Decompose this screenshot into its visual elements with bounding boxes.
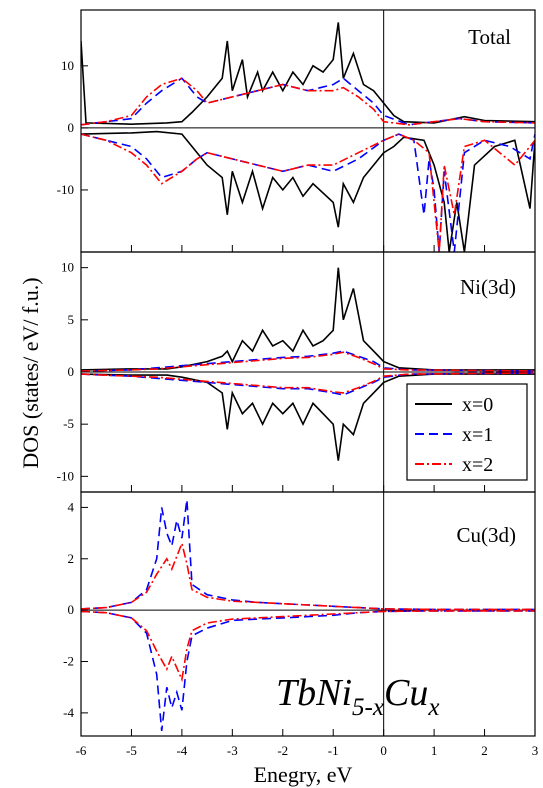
x-tick-label: 3 [532, 743, 539, 758]
formula-mid: Cu [384, 672, 428, 714]
panel-total: 10 0 -10 Total [57, 9, 536, 253]
x-tick-label: -4 [176, 743, 187, 758]
formula-sub1: 5-x [352, 694, 384, 721]
series-x1-down-total [81, 133, 535, 252]
formula-base: TbNi [276, 672, 352, 714]
series-x1-down-ni-3d [81, 372, 535, 396]
formula-sub2: x [427, 694, 439, 721]
y-tick-label: 10 [61, 260, 74, 275]
x-axis-title: Enegry, eV [254, 762, 353, 787]
series-x1-up-ni-3d [81, 350, 535, 372]
legend: x=0 x=1 x=2 [406, 383, 528, 481]
y-tick-label: -4 [63, 705, 74, 720]
panel-cu3d-frame [80, 491, 536, 737]
series-x2-up-ni-3d [81, 351, 535, 372]
legend-label-x2: x=2 [462, 454, 493, 476]
y-axis-title: DOS (states/ eV/ f.u.) [18, 277, 43, 468]
y-tick-label: -5 [63, 416, 74, 431]
series-x1-up-cu-3d [81, 499, 535, 611]
series-x2-down-total [81, 133, 535, 252]
x-tick-label: 0 [380, 743, 387, 758]
y-tick-label: 2 [68, 551, 75, 566]
y-tick-label: -10 [57, 468, 74, 483]
series-x2-down-cu-3d [81, 610, 535, 683]
x-tick-label: 2 [481, 743, 488, 758]
y-tick-label: -10 [57, 182, 74, 197]
formula-annotation: TbNi5-xCux [276, 672, 439, 721]
series-x2-down-ni-3d [81, 372, 535, 394]
x-tick-label: -2 [277, 743, 288, 758]
y-tick-label: 0 [68, 120, 75, 135]
series-x2-up-cu-3d [81, 540, 535, 611]
series-x0-down-total [81, 130, 535, 252]
y-tick-label: 10 [61, 58, 74, 73]
y-tick-label: 4 [68, 499, 75, 514]
x-tick-label: -6 [76, 743, 87, 758]
series-x0-up-ni-3d [81, 267, 535, 371]
x-tick-label: -1 [328, 743, 339, 758]
series-x0-up-total [81, 22, 535, 126]
x-tick-label: 1 [431, 743, 438, 758]
series-x0-down-ni-3d [81, 373, 535, 461]
x-tick-label: -5 [126, 743, 137, 758]
y-tick-label: 0 [68, 364, 75, 379]
x-axis: -6 -5 -4 -3 -2 -1 0 1 2 3 [76, 245, 539, 758]
y-tick-label: -2 [63, 654, 74, 669]
y-tick-label: 0 [68, 602, 75, 617]
panel-label-ni3d: Ni(3d) [460, 275, 516, 299]
panel-cu3d: 4 2 0 -2 -4 Cu(3d) [63, 491, 536, 737]
series-x2-up-total [81, 77, 535, 126]
panel-label-cu3d: Cu(3d) [457, 523, 517, 547]
x-tick-label: -3 [227, 743, 238, 758]
panel-total-frame [80, 9, 536, 253]
legend-label-x1: x=1 [462, 424, 493, 446]
legend-label-x0: x=0 [462, 394, 493, 416]
y-tick-label: 5 [68, 312, 75, 327]
panel-label-total: Total [468, 25, 511, 49]
